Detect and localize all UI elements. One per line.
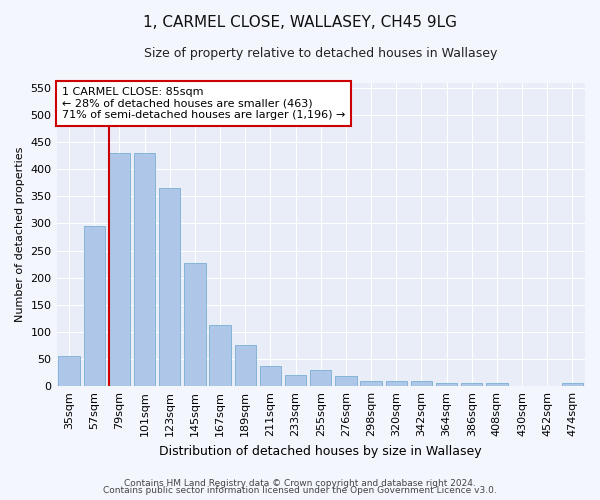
Bar <box>109 153 130 386</box>
Bar <box>486 383 508 386</box>
Text: Contains HM Land Registry data © Crown copyright and database right 2024.: Contains HM Land Registry data © Crown c… <box>124 478 476 488</box>
Text: 1 CARMEL CLOSE: 85sqm
← 28% of detached houses are smaller (463)
71% of semi-det: 1 CARMEL CLOSE: 85sqm ← 28% of detached … <box>62 87 345 120</box>
Title: Size of property relative to detached houses in Wallasey: Size of property relative to detached ho… <box>144 48 497 60</box>
Bar <box>209 325 231 386</box>
Bar <box>310 370 331 386</box>
Bar <box>436 384 457 386</box>
Bar <box>159 188 181 386</box>
Text: Contains public sector information licensed under the Open Government Licence v3: Contains public sector information licen… <box>103 486 497 495</box>
Bar <box>562 384 583 386</box>
Bar <box>260 366 281 386</box>
Bar <box>386 382 407 386</box>
Bar <box>58 356 80 386</box>
Bar <box>184 262 206 386</box>
X-axis label: Distribution of detached houses by size in Wallasey: Distribution of detached houses by size … <box>160 444 482 458</box>
Bar <box>235 345 256 386</box>
Bar <box>134 153 155 386</box>
Bar <box>411 382 432 386</box>
Text: 1, CARMEL CLOSE, WALLASEY, CH45 9LG: 1, CARMEL CLOSE, WALLASEY, CH45 9LG <box>143 15 457 30</box>
Bar <box>83 226 105 386</box>
Y-axis label: Number of detached properties: Number of detached properties <box>15 146 25 322</box>
Bar <box>285 376 307 386</box>
Bar <box>361 382 382 386</box>
Bar <box>335 376 356 386</box>
Bar <box>461 384 482 386</box>
